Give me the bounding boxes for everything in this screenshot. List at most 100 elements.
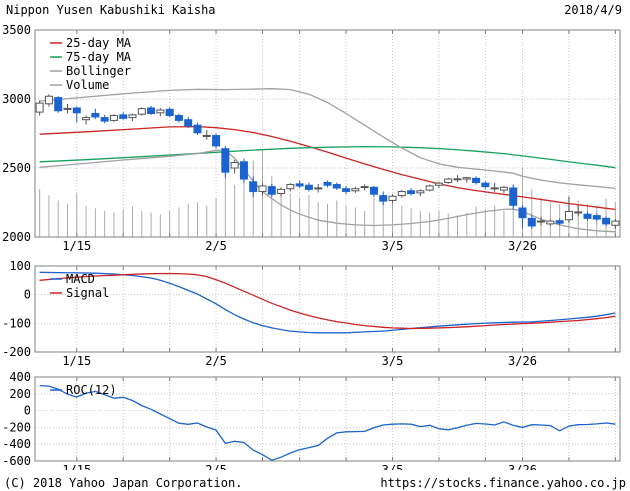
candle-body-down <box>369 186 378 195</box>
candle-body-down <box>509 187 518 206</box>
candle-body-up <box>82 117 91 121</box>
macd-line <box>39 271 616 334</box>
candle-body-up <box>156 109 165 114</box>
candle <box>147 105 156 115</box>
candle <box>379 191 388 206</box>
candle-body-down <box>592 215 601 220</box>
candle-body-up <box>499 186 508 191</box>
x-tick-label: 3/26 <box>508 239 537 253</box>
candle <box>91 108 100 120</box>
candle <box>611 219 620 229</box>
candle <box>332 182 341 191</box>
y-tick-label: 0 <box>24 288 31 302</box>
candle-body-down <box>72 107 81 114</box>
price-panel: 3500 3000 2500 2000 1/15 2/5 3/5 3/26 25-day MA7… <box>2 23 621 253</box>
candle-body-down <box>407 190 416 195</box>
candle <box>323 180 332 188</box>
candle-body-down <box>472 177 481 183</box>
candlestick-series <box>35 94 620 229</box>
candle-body-down <box>583 213 592 219</box>
y-tick-label: 100 <box>9 259 31 273</box>
source-url: https://stocks.finance.yahoo.co.jp <box>380 476 626 490</box>
candle <box>156 107 165 117</box>
candle-body-down <box>184 119 193 127</box>
x-tick-label: 2/5 <box>205 463 227 470</box>
bollinger_lower-line <box>39 149 616 233</box>
candle-body-up <box>128 114 137 119</box>
candle <box>388 194 397 204</box>
y-tick-label: 2000 <box>2 230 31 244</box>
y-tick-label: -100 <box>2 316 31 330</box>
candle <box>44 94 53 107</box>
y-tick-label: -600 <box>2 454 31 468</box>
candle-body-down <box>267 186 276 195</box>
candle <box>574 204 583 217</box>
candle <box>453 175 462 183</box>
candle-body-down <box>342 188 351 192</box>
candle <box>360 184 369 191</box>
candle <box>518 205 527 229</box>
y-tick-label: 200 <box>9 387 31 401</box>
ma75-line <box>39 145 616 169</box>
candle-body-down <box>91 112 100 118</box>
candle-body-down <box>165 108 174 117</box>
ma25-line <box>39 125 616 211</box>
candle <box>239 158 248 184</box>
candle-body-up <box>35 102 44 113</box>
candle <box>82 115 91 125</box>
y-tick-label: 400 <box>9 370 31 384</box>
candle-body-down <box>481 182 490 188</box>
candle <box>165 107 174 117</box>
signal-line <box>39 272 616 330</box>
candle <box>277 187 286 197</box>
legend-label: Bollinger <box>66 64 131 78</box>
candle-body-down <box>100 117 109 122</box>
candle-body-down <box>379 195 388 202</box>
x-tick-label: 3/5 <box>382 239 404 253</box>
candle <box>462 176 471 183</box>
candle <box>230 159 239 174</box>
candle-body-down <box>295 183 304 187</box>
candle-body-up <box>388 195 397 201</box>
candle <box>592 213 601 222</box>
candle-body-down <box>527 217 536 227</box>
legend-label: Volume <box>66 78 109 92</box>
candle <box>407 188 416 196</box>
candle <box>583 211 592 221</box>
x-tick-label: 2/5 <box>205 354 227 368</box>
candle <box>425 184 434 192</box>
candle-body-up <box>137 108 146 115</box>
candle <box>202 130 211 140</box>
x-tick-label: 1/15 <box>62 463 91 470</box>
roc12-line <box>39 384 616 461</box>
candle <box>351 186 360 193</box>
bollinger_upper-line <box>39 88 616 190</box>
candle <box>602 216 611 226</box>
x-tick-label: 3/26 <box>508 354 537 368</box>
candle-body-up <box>564 210 573 221</box>
candle-body-down <box>555 220 564 224</box>
candle <box>63 103 72 114</box>
candle-body-up <box>444 178 453 183</box>
candle <box>481 181 490 189</box>
candle-body-down <box>304 184 313 190</box>
candle <box>267 183 276 197</box>
candle-body-up <box>109 115 118 121</box>
candle <box>258 183 267 196</box>
candle <box>369 185 378 197</box>
candle <box>555 218 564 226</box>
candle <box>128 113 137 122</box>
x-tick-label: 3/5 <box>382 354 404 368</box>
candle-body-down <box>249 181 258 192</box>
y-tick-label: 0 <box>24 404 31 418</box>
candle <box>249 176 258 197</box>
candle-body-up <box>462 177 471 180</box>
candle <box>221 145 230 178</box>
x-tick-label: 2/5 <box>205 239 227 253</box>
candle-body-up <box>397 190 406 197</box>
candle <box>434 181 443 189</box>
candle-body-up <box>258 185 267 192</box>
